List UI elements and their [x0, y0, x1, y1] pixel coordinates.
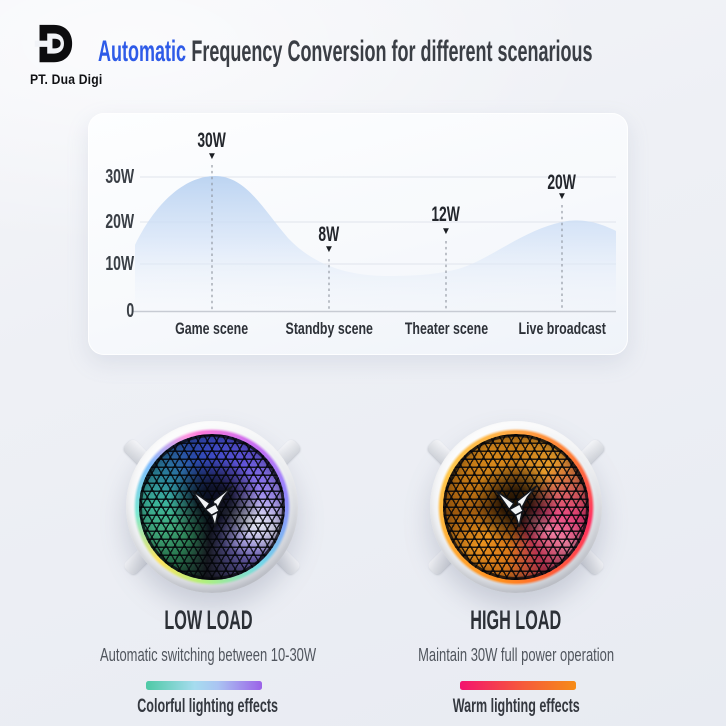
marker-triangle-icon: ▼ — [557, 191, 567, 202]
value-label-game: 30W — [197, 129, 227, 152]
title-highlight: Automatic — [98, 35, 187, 68]
value-label-live: 20W — [547, 171, 577, 194]
low-load-subtitle: Automatic switching between 10-30W — [100, 645, 317, 665]
marker-triangle-icon: ▼ — [207, 151, 217, 162]
value-label-standby: 8W — [318, 223, 340, 246]
power-chart-card: 30W 20W 10W 0 30W 8W 12W 20W ▼ ▼ ▼ ▼ Gam… — [88, 113, 628, 355]
low-load-caption: Colorful lighting effects — [137, 696, 279, 717]
power-wave-area — [135, 176, 616, 311]
y-tick-30w: 30W — [105, 166, 134, 188]
y-tick-20w: 20W — [105, 211, 134, 233]
x-label-standby: Standby scene — [285, 320, 373, 338]
x-label-live: Live broadcast — [518, 320, 606, 338]
warm-gradient-bar — [460, 681, 576, 690]
x-label-theater: Theater scene — [404, 320, 488, 338]
colorful-gradient-bar — [146, 681, 262, 690]
fan-brand-emblem-icon — [191, 484, 234, 528]
high-load-subtitle: Maintain 30W full power operation — [418, 645, 614, 665]
value-label-theater: 12W — [431, 203, 461, 226]
fan-low-load-photo — [122, 421, 302, 593]
fan-high-load-photo — [426, 421, 606, 593]
brand-name: PT. Dua Digi — [29, 72, 103, 87]
marker-triangle-icon: ▼ — [324, 244, 334, 255]
high-load-caption: Warm lighting effects — [452, 696, 580, 717]
y-tick-0: 0 — [126, 300, 134, 322]
brand-logo-d-icon — [34, 24, 73, 63]
area-chart — [132, 165, 616, 313]
title-rest: Frequency Conversion for different scena… — [191, 35, 593, 68]
fan-brand-emblem-icon — [495, 484, 538, 528]
y-tick-10w: 10W — [105, 253, 134, 275]
x-label-game: Game scene — [175, 320, 249, 338]
page-title: Automatic Frequency Conversion for differ… — [98, 35, 726, 71]
low-load-heading: LOW LOAD — [163, 605, 253, 635]
marker-triangle-icon: ▼ — [441, 226, 451, 237]
high-load-heading: HIGH LOAD — [470, 605, 562, 635]
